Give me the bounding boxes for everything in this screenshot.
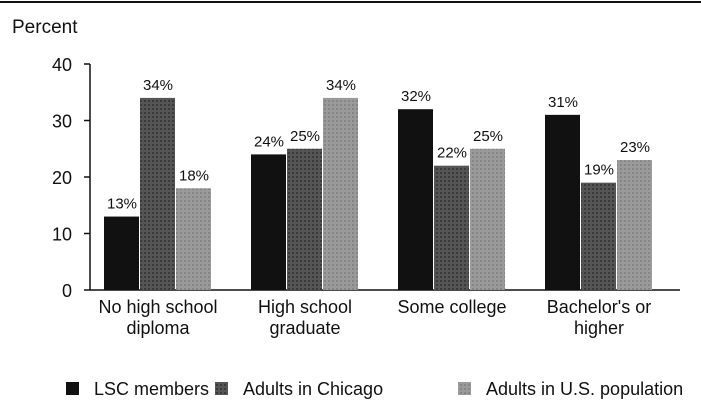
bar xyxy=(104,216,139,290)
y-tick-label: 30 xyxy=(52,112,72,132)
bar xyxy=(545,114,580,290)
x-tick-label: graduate xyxy=(269,318,340,338)
bar-value-label: 32% xyxy=(401,88,431,105)
y-tick-label: 40 xyxy=(52,55,72,75)
bar xyxy=(287,148,322,290)
bar-value-label: 13% xyxy=(107,196,137,213)
y-axis-label: Percent xyxy=(12,17,78,38)
bar xyxy=(434,165,469,290)
x-tick-label: No high school xyxy=(98,297,217,317)
bar-value-label: 25% xyxy=(290,128,320,145)
legend-label: LSC members xyxy=(94,379,209,399)
bar xyxy=(140,97,175,291)
bar-value-label: 34% xyxy=(143,77,173,94)
x-tick-label: diploma xyxy=(126,318,190,338)
bar-value-label: 31% xyxy=(548,94,578,111)
legend-swatch xyxy=(458,382,471,395)
x-tick-label: Some college xyxy=(397,297,506,317)
bar-value-label: 34% xyxy=(326,77,356,94)
legend-swatch xyxy=(66,382,79,395)
legend-label: Adults in Chicago xyxy=(243,379,383,399)
bar xyxy=(176,188,211,290)
bar xyxy=(617,160,652,290)
legend-label: Adults in U.S. population xyxy=(486,379,683,399)
x-tick-label: higher xyxy=(574,318,624,338)
bar xyxy=(470,148,505,290)
y-tick-label: 0 xyxy=(62,281,72,301)
bar-value-label: 24% xyxy=(254,133,284,150)
bar-value-label: 25% xyxy=(473,128,503,145)
bar-value-label: 22% xyxy=(437,145,467,162)
bar-value-label: 18% xyxy=(179,167,209,184)
bar-value-label: 23% xyxy=(620,139,650,156)
y-tick-label: 10 xyxy=(52,225,72,245)
bar xyxy=(398,109,433,290)
bar-value-label: 19% xyxy=(584,162,614,179)
x-tick-label: High school xyxy=(258,297,352,317)
legend-swatch xyxy=(215,382,228,395)
bar xyxy=(581,182,616,290)
bar xyxy=(251,154,286,290)
y-tick-label: 20 xyxy=(52,168,72,188)
x-tick-label: Bachelor's or xyxy=(547,297,651,317)
bar xyxy=(323,97,358,291)
